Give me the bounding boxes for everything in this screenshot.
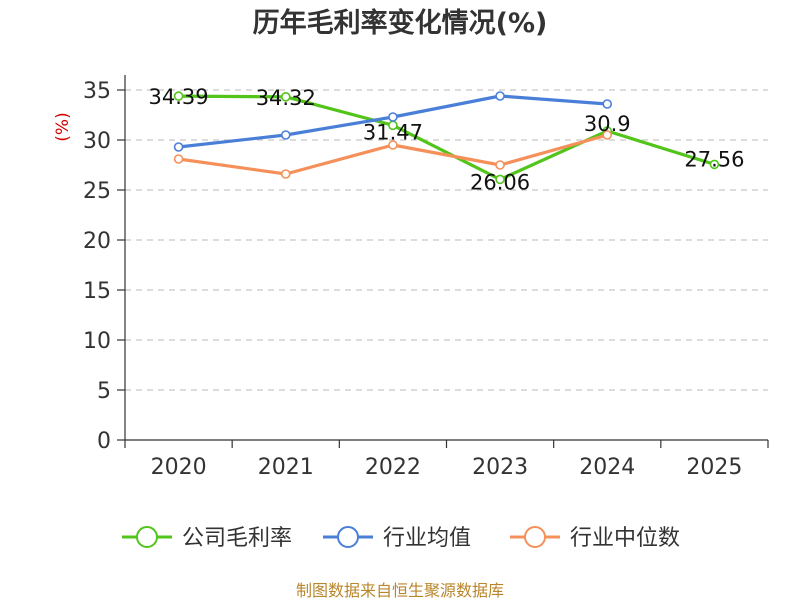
data-label: 30.9: [584, 112, 631, 136]
data-point[interactable]: [173, 142, 184, 152]
chart-title: 历年毛利率变化情况(%): [253, 7, 548, 39]
data-point[interactable]: [280, 92, 291, 102]
data-point[interactable]: [173, 154, 184, 164]
x-tick-label: 2022: [365, 455, 421, 480]
x-tick-label: 2023: [472, 455, 528, 480]
legend-marker: [337, 526, 359, 548]
data-point[interactable]: [602, 130, 613, 140]
data-label: 26.06: [470, 170, 530, 194]
legend[interactable]: 公司毛利率 行业均值 行业中位数: [122, 526, 680, 551]
data-point[interactable]: [280, 169, 291, 179]
data-label: 31.47: [363, 120, 423, 144]
y-tick-label: 0: [97, 429, 111, 454]
legend-label: 行业中位数: [570, 526, 680, 551]
series-group: [173, 91, 720, 185]
x-tick-label: 2024: [579, 455, 635, 480]
source-note: 制图数据来自恒生聚源数据库: [296, 581, 504, 600]
y-tick-label: 15: [83, 279, 111, 304]
x-tick-label: 2020: [151, 455, 207, 480]
legend-label: 行业均值: [383, 526, 471, 551]
y-tick-label: 5: [97, 379, 111, 404]
y-tick-label: 25: [83, 179, 111, 204]
legend-item-1[interactable]: 行业均值: [323, 526, 471, 551]
legend-marker: [136, 526, 158, 548]
data-labels: 34.39 34.32 31.47 26.06 30.9 27.56: [149, 85, 745, 194]
y-tick-label: 35: [83, 79, 111, 104]
data-point[interactable]: [388, 140, 398, 150]
data-point[interactable]: [602, 99, 613, 109]
data-point[interactable]: [495, 160, 505, 170]
y-tick-label: 20: [83, 229, 111, 254]
y-axis-label: (%): [53, 112, 73, 141]
legend-item-2[interactable]: 行业中位数: [510, 526, 680, 551]
data-label: 34.32: [256, 86, 316, 110]
y-tick-label: 10: [83, 329, 111, 354]
data-point[interactable]: [709, 159, 720, 170]
data-label: 34.39: [149, 85, 209, 109]
grid-lines: [125, 89, 768, 391]
x-tick-label: 2021: [258, 455, 314, 480]
y-tick-label: 30: [83, 129, 111, 154]
data-point[interactable]: [173, 91, 184, 101]
data-point[interactable]: [495, 91, 505, 101]
legend-item-0[interactable]: 公司毛利率: [122, 526, 292, 551]
series-line-0: [178, 94, 715, 181]
data-point[interactable]: [280, 130, 291, 140]
data-point[interactable]: [388, 112, 398, 122]
x-tick-label: 2025: [686, 455, 742, 480]
legend-label: 公司毛利率: [182, 526, 292, 551]
data-label: 27.56: [684, 147, 744, 171]
data-point[interactable]: [495, 174, 505, 185]
legend-marker: [524, 526, 546, 548]
